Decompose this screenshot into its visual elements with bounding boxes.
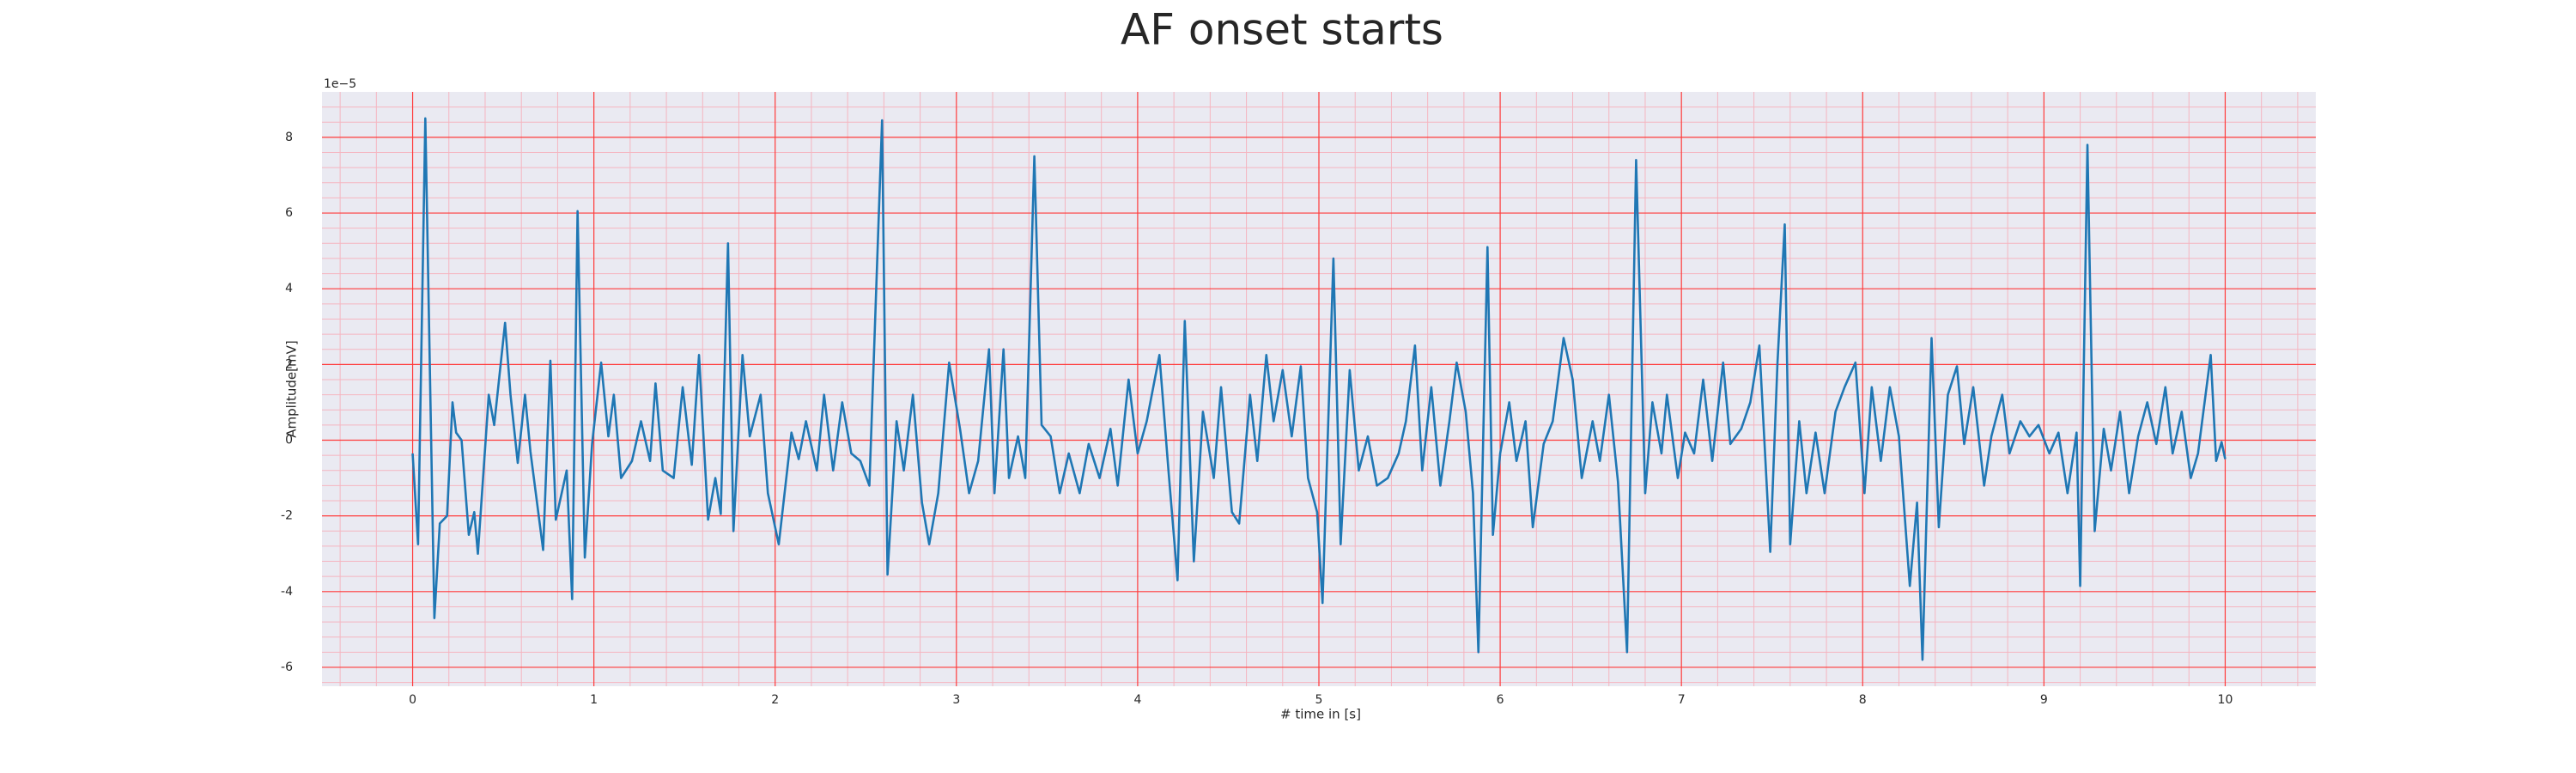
y-tick-label: 2 [285,357,293,371]
y-tick-label: 0 [285,434,293,447]
x-tick-label: 7 [1678,693,1686,707]
x-tick-label: 9 [2040,693,2048,707]
signal-line [411,117,2227,661]
grid [322,92,2316,686]
y-tick-label: -4 [281,585,293,599]
y-tick-label: 6 [285,206,293,220]
x-tick-label: 3 [952,693,960,707]
y-tick-label: 4 [285,282,293,295]
x-axis-label: # time in [s] [1280,707,1361,722]
x-tick-label: 5 [1315,693,1323,707]
x-tick-label: 10 [2218,693,2233,707]
x-tick-label: 4 [1133,693,1141,707]
labels: AF onset starts # time in [s] Amplitude[… [281,5,2233,722]
offset-text: 1e−5 [324,77,356,91]
chart-title: AF onset starts [1121,5,1443,55]
x-tick-label: 6 [1497,693,1504,707]
y-tick-label: 8 [285,131,293,144]
x-tick-label: 8 [1859,693,1867,707]
x-tick-label: 2 [771,693,779,707]
x-tick-label: 0 [409,693,416,707]
y-tick-label: -6 [281,660,293,674]
marks [411,117,2227,661]
y-axis-label: Amplitude[mV] [284,340,300,437]
x-tick-label: 1 [590,693,598,707]
y-tick-label: -2 [281,509,293,523]
